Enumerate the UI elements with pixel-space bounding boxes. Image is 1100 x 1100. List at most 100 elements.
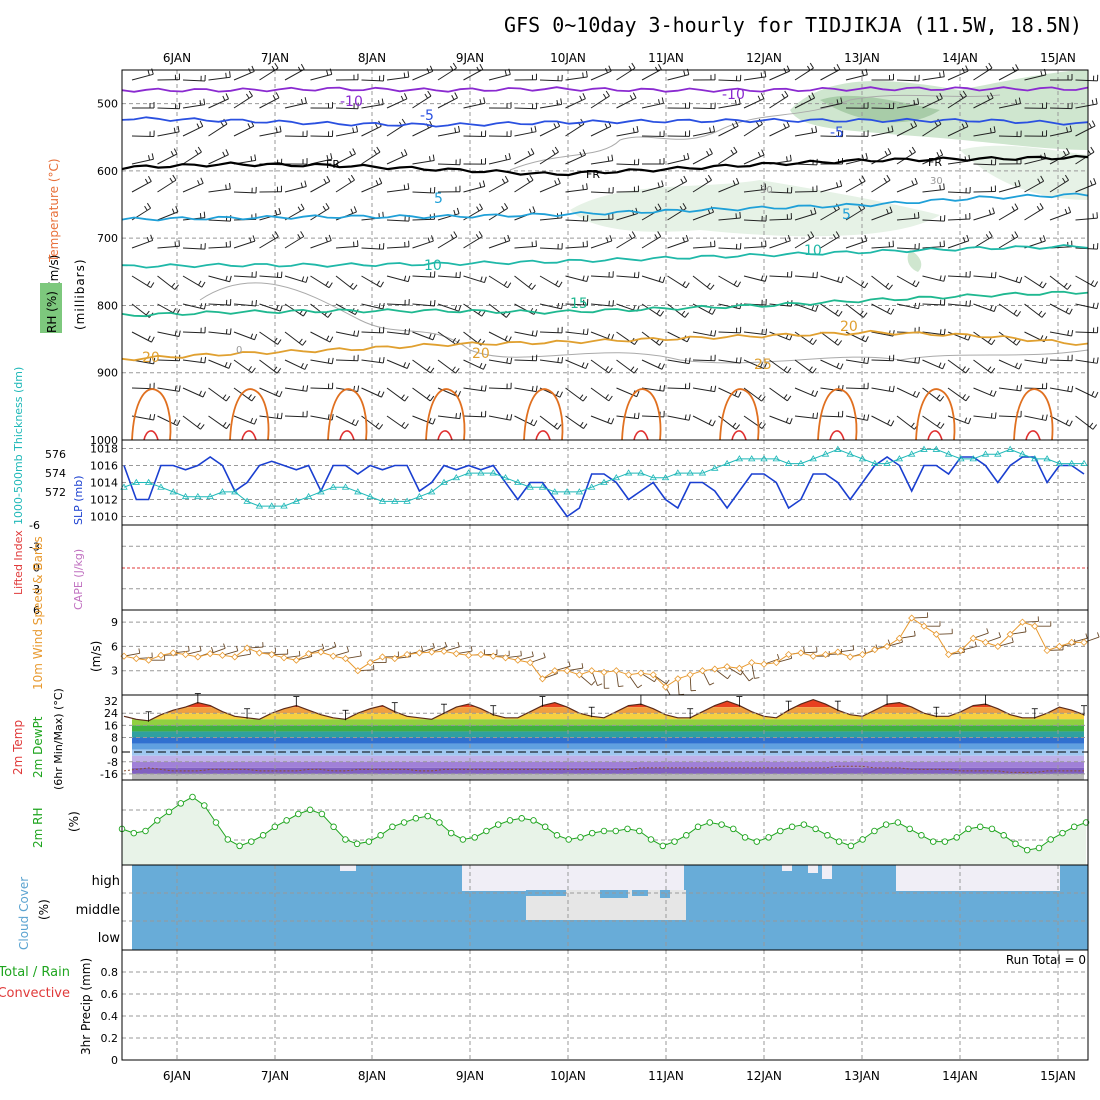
rh2m-marker xyxy=(1035,844,1043,852)
wind-barb xyxy=(871,206,893,221)
wind-barb xyxy=(437,92,458,109)
wind-barb xyxy=(437,359,460,374)
wind-barb xyxy=(896,357,921,364)
wind-barb xyxy=(514,354,538,362)
rh2m-marker xyxy=(248,838,255,845)
wind-barb xyxy=(922,275,946,282)
wind-barb xyxy=(769,234,791,249)
wind-barb xyxy=(514,240,537,249)
date-label-bottom: 6JAN xyxy=(163,1069,191,1083)
temp-band xyxy=(132,749,1084,756)
surface-contour-25 xyxy=(1013,388,1054,441)
wind-barb xyxy=(412,186,436,194)
wind10-marker xyxy=(649,671,657,679)
wind-barb xyxy=(157,206,179,221)
rh2m-marker xyxy=(612,827,620,835)
wind-barb xyxy=(182,98,206,109)
rh2m-marker xyxy=(730,825,737,833)
wind-barb xyxy=(284,331,307,346)
wind-barb xyxy=(590,154,614,165)
wind-barb xyxy=(463,63,484,81)
wind-barb xyxy=(794,412,819,420)
cloud-level-low: low xyxy=(98,931,121,946)
wind-barb xyxy=(488,175,509,193)
thickness-marker xyxy=(317,488,325,495)
wind-barb xyxy=(667,382,691,390)
date-label-bottom: 7JAN xyxy=(261,1069,289,1083)
wind-barb xyxy=(437,303,462,312)
wind-barb xyxy=(820,303,843,317)
cloud-unit: (%) xyxy=(37,899,51,920)
wind-barb xyxy=(386,359,411,369)
date-label-top: 8JAN xyxy=(358,51,386,65)
wind-barb xyxy=(641,275,666,284)
wind-barb xyxy=(463,97,486,109)
wind-barb xyxy=(845,414,870,421)
surface-contour-30 xyxy=(143,430,159,441)
thickness-marker xyxy=(1067,459,1076,467)
wind10-marker xyxy=(452,650,460,658)
wind-barb xyxy=(412,387,435,402)
wind-barb xyxy=(157,174,177,193)
temp-band xyxy=(132,755,1084,762)
wind-barb xyxy=(692,385,717,393)
thickness-marker xyxy=(944,450,953,457)
wind-barb xyxy=(284,97,307,109)
wind10-marker xyxy=(292,656,300,664)
wind-barb xyxy=(794,359,817,374)
rh-contour-grey xyxy=(199,282,1089,364)
thickness-marker xyxy=(464,469,473,476)
wind-barb xyxy=(565,359,589,370)
wind-barb xyxy=(743,70,767,81)
contour-label: 5 xyxy=(434,191,443,207)
contour-label: FR xyxy=(326,158,340,171)
wind-barb xyxy=(131,68,154,81)
wind-barb xyxy=(259,271,283,279)
wind10-marker xyxy=(686,671,694,679)
wind-barb xyxy=(922,415,945,429)
thickness-marker xyxy=(772,455,781,462)
wind-barb xyxy=(667,175,688,193)
wind-barb xyxy=(539,357,564,364)
y-tick-label: 500 xyxy=(97,98,118,111)
wind10-marker xyxy=(268,650,276,659)
thickness-marker xyxy=(895,455,904,462)
wind-barb xyxy=(208,387,231,402)
wind-barb xyxy=(641,359,665,370)
rh2m-marker xyxy=(483,827,490,835)
svg-text:10m Wind Speed & Barbs: 10m Wind Speed & Barbs xyxy=(31,536,45,690)
wind-barb xyxy=(871,174,891,193)
wind-barb xyxy=(208,275,232,283)
upper-panel-labels: Wind (m/s) Temperature (°C) RH (%) (mill… xyxy=(40,158,87,333)
wind-barb xyxy=(208,118,228,137)
rh2m-marker xyxy=(565,836,572,843)
wind-barb xyxy=(896,243,920,250)
wind-barb xyxy=(233,387,256,402)
rh2m-marker xyxy=(953,834,960,841)
thickness-marker xyxy=(1006,445,1014,452)
wind-barb xyxy=(590,387,613,402)
rh2m-marker xyxy=(636,827,643,835)
y-tick-label: 3 xyxy=(33,583,40,596)
rh2m-marker xyxy=(424,812,431,820)
y-tick-label: 0 xyxy=(33,562,40,575)
wind-barb xyxy=(769,271,793,278)
thickness-marker xyxy=(821,450,830,457)
wind-barb xyxy=(667,303,689,318)
rh2m-marker xyxy=(988,825,996,833)
wind-barb xyxy=(1075,326,1099,334)
wind-barb xyxy=(590,186,614,194)
rh2m-marker xyxy=(306,806,314,814)
y-tick-label: 1014 xyxy=(90,477,118,490)
wind-barb xyxy=(590,415,615,425)
contour-label: 20 xyxy=(142,350,160,366)
wind-barb xyxy=(412,359,435,374)
wind-barb xyxy=(208,415,231,430)
rh2m-marker xyxy=(236,842,243,850)
wind-barb xyxy=(794,126,818,137)
wind-barb xyxy=(335,73,359,81)
wind-barb xyxy=(1075,357,1099,364)
y-tick-label: 32 xyxy=(104,695,118,708)
wind-barb xyxy=(310,130,334,137)
rh2m-marker xyxy=(1047,836,1054,843)
